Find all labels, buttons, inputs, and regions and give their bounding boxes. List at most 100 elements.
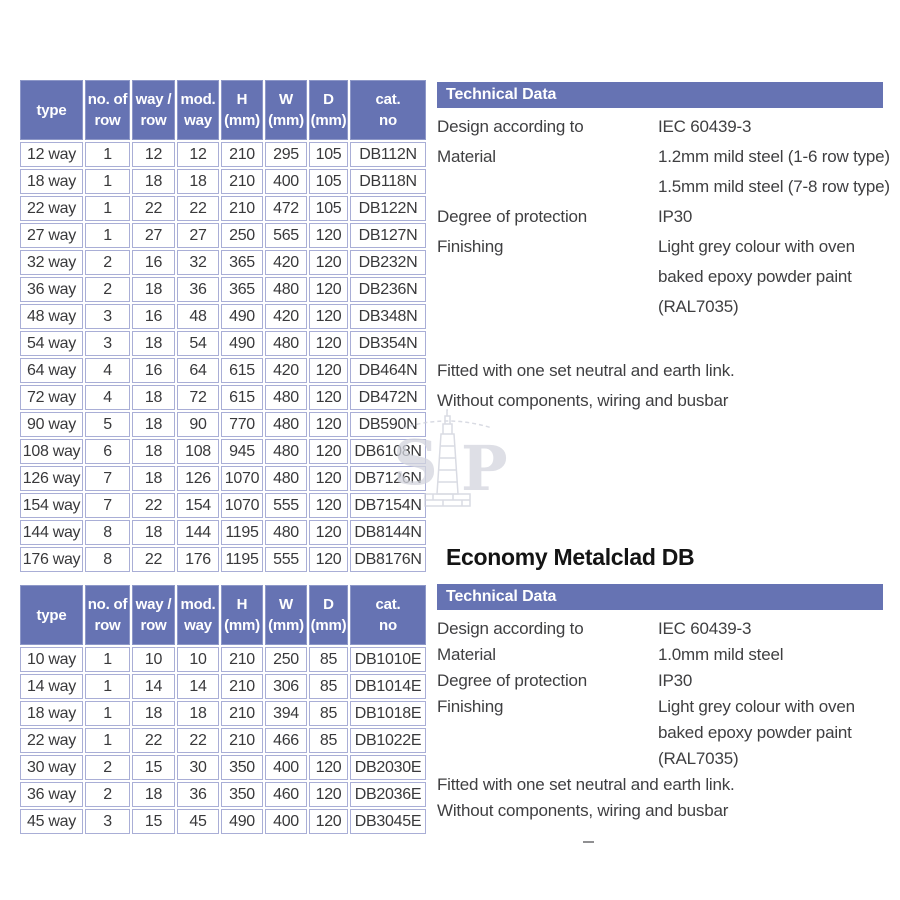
table-cell: 48 <box>177 304 219 329</box>
table-cell: 770 <box>221 412 263 437</box>
table-cell: 420 <box>265 250 307 275</box>
column-header: H (mm) <box>221 80 263 140</box>
table-cell: 3 <box>85 304 130 329</box>
table-cell: 14 <box>132 674 175 699</box>
table-cell: 2 <box>85 277 130 302</box>
table-cell: DB236N <box>350 277 426 302</box>
table-cell: 210 <box>221 674 263 699</box>
table-cell: 120 <box>309 466 348 491</box>
table-row: 32 way 2 16 32 365 420 120 DB232N <box>20 250 426 275</box>
table-cell: 22 <box>132 547 175 572</box>
table-cell: 120 <box>309 412 348 437</box>
table-cell: 36 <box>177 277 219 302</box>
table-row: 64 way 4 16 64 615 420 120 DB464N <box>20 358 426 383</box>
table-row: 18 way 1 18 18 210 400 105 DB118N <box>20 169 426 194</box>
table-cell: 14 <box>177 674 219 699</box>
table-cell: 490 <box>221 809 263 834</box>
table-cell: 1 <box>85 196 130 221</box>
spec-value-line: Light grey colour with oven <box>658 697 855 716</box>
spec-row: Design according to IEC 60439-3 <box>437 616 892 642</box>
spec-value-line: 1.2mm mild steel (1-6 row type) <box>658 147 890 166</box>
table-cell: 22 <box>132 493 175 518</box>
table-row: 108 way 6 18 108 945 480 120 DB6108N <box>20 439 426 464</box>
table-row: 72 way 4 18 72 615 480 120 DB472N <box>20 385 426 410</box>
table-cell: 120 <box>309 277 348 302</box>
table-row: 36 way 2 18 36 350 460 120 DB2036E <box>20 782 426 807</box>
table-cell: DB6108N <box>350 439 426 464</box>
spec-value-line: IP30 <box>658 671 693 690</box>
spec-row: Degree of protection IP30 <box>437 668 892 694</box>
table-cell: 72 way <box>20 385 83 410</box>
table-cell: 5 <box>85 412 130 437</box>
table-cell: 400 <box>265 169 307 194</box>
spec-value-line: (RAL7035) <box>658 297 739 316</box>
table-cell: 466 <box>265 728 307 753</box>
table-cell: 3 <box>85 809 130 834</box>
table-cell: 1 <box>85 728 130 753</box>
table-cell: 108 way <box>20 439 83 464</box>
table-cell: DB590N <box>350 412 426 437</box>
table-cell: 126 <box>177 466 219 491</box>
table-cell: 22 <box>177 196 219 221</box>
table-cell: DB472N <box>350 385 426 410</box>
table-cell: 32 way <box>20 250 83 275</box>
table-cell: 1 <box>85 223 130 248</box>
table-cell: 90 <box>177 412 219 437</box>
column-header: D (mm) <box>309 80 348 140</box>
table-cell: 105 <box>309 169 348 194</box>
table-cell: 1 <box>85 169 130 194</box>
spec-label: Degree of protection <box>437 207 588 226</box>
table-cell: 210 <box>221 142 263 167</box>
table-cell: 295 <box>265 142 307 167</box>
table-cell: 154 way <box>20 493 83 518</box>
table-cell: 1 <box>85 142 130 167</box>
spec-value-line: IEC 60439-3 <box>658 117 752 136</box>
table-row: 30 way 2 15 30 350 400 120 DB2030E <box>20 755 426 780</box>
table-cell: 120 <box>309 385 348 410</box>
table-cell: 7 <box>85 466 130 491</box>
table-cell: 45 way <box>20 809 83 834</box>
column-header: mod. way <box>177 585 219 645</box>
table-cell: 210 <box>221 728 263 753</box>
spec-label: Design according to <box>437 619 584 638</box>
table-cell: 210 <box>221 647 263 672</box>
page-divider-dash <box>583 841 594 843</box>
table-cell: 144 <box>177 520 219 545</box>
table-cell: 3 <box>85 331 130 356</box>
table-cell: 32 <box>177 250 219 275</box>
table-cell: 1195 <box>221 520 263 545</box>
spec-value-line: IEC 60439-3 <box>658 619 752 638</box>
table-cell: 120 <box>309 250 348 275</box>
table-cell: 615 <box>221 385 263 410</box>
table-cell: DB8176N <box>350 547 426 572</box>
column-header: no. of row <box>85 80 130 140</box>
table-cell: 8 <box>85 547 130 572</box>
table-cell: 490 <box>221 304 263 329</box>
page-title: Economy Metalclad DB <box>446 544 695 570</box>
table-cell: 2 <box>85 250 130 275</box>
table-row: 154 way 7 22 154 1070 555 120 DB7154N <box>20 493 426 518</box>
table-cell: 10 <box>177 647 219 672</box>
column-header: type <box>20 585 83 645</box>
table-cell: 18 <box>132 701 175 726</box>
table-cell: 120 <box>309 809 348 834</box>
table-cell: 15 <box>132 755 175 780</box>
table-cell: 12 way <box>20 142 83 167</box>
table-row: 22 way 1 22 22 210 466 85 DB1022E <box>20 728 426 753</box>
table-cell: DB1018E <box>350 701 426 726</box>
table-cell: 12 <box>132 142 175 167</box>
table-cell: 120 <box>309 493 348 518</box>
table-cell: 480 <box>265 520 307 545</box>
table-cell: 480 <box>265 277 307 302</box>
table-cell: 120 <box>309 782 348 807</box>
table-cell: 18 <box>177 169 219 194</box>
table-cell: 16 <box>132 304 175 329</box>
table-cell: 27 <box>132 223 175 248</box>
spec-label: Design according to <box>437 117 584 136</box>
table-cell: 120 <box>309 755 348 780</box>
table-cell: 210 <box>221 196 263 221</box>
table-row: 27 way 1 27 27 250 565 120 DB127N <box>20 223 426 248</box>
table-cell: 6 <box>85 439 130 464</box>
table-row: 22 way 1 22 22 210 472 105 DB122N <box>20 196 426 221</box>
table-cell: 120 <box>309 304 348 329</box>
